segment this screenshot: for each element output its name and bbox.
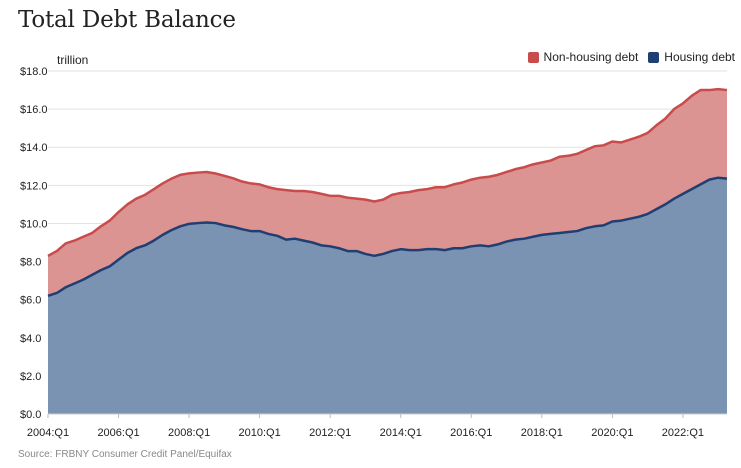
source-note: Source: FRBNY Consumer Credit Panel/Equi… (18, 449, 232, 460)
housing-debt-area (48, 177, 727, 414)
x-tick-label: 2014:Q1 (380, 427, 422, 439)
y-tick-label: $4.0 (20, 333, 41, 345)
y-tick-label: $2.0 (20, 371, 41, 383)
x-tick-label: 2020:Q1 (591, 427, 633, 439)
x-tick-label: 2012:Q1 (309, 427, 351, 439)
legend-label-housing: Housing debt (664, 50, 735, 64)
x-tick-label: 2018:Q1 (521, 427, 563, 439)
area-series (48, 89, 727, 414)
chart-title: Total Debt Balance (18, 7, 236, 33)
non-housing-debt-area (48, 89, 727, 296)
y-tick-label: $0.0 (20, 409, 41, 421)
y-tick-label: $16.0 (20, 104, 48, 116)
y-tick-label: $18.0 (20, 66, 48, 78)
chart-legend: Non-housing debt Housing debt (527, 50, 735, 64)
y-axis-unit: trillion (57, 53, 89, 67)
housing-debt-line (47, 176, 728, 298)
y-tick-label: $6.0 (20, 295, 41, 307)
y-tick-label: $10.0 (20, 218, 48, 230)
y-tick-label: $14.0 (20, 142, 48, 154)
x-tick-label: 2022:Q1 (662, 427, 704, 439)
legend-label-non-housing: Non-housing debt (543, 50, 639, 64)
legend-swatch-non-housing (527, 51, 539, 63)
x-tick-label: 2016:Q1 (450, 427, 492, 439)
y-tick-label: $8.0 (20, 257, 41, 269)
x-tick-label: 2006:Q1 (97, 427, 139, 439)
series-lines (47, 87, 728, 298)
y-tick-label: $12.0 (20, 180, 48, 192)
x-axis: 2004:Q1 2006:Q1 2008:Q1 2010:Q1 2012:Q1 2014:… (27, 413, 727, 439)
x-tick-label: 2008:Q1 (168, 427, 210, 439)
x-tick-label: 2010:Q1 (239, 427, 281, 439)
non-housing-debt-line (47, 87, 728, 257)
x-tick-label: 2004:Q1 (27, 427, 69, 439)
legend-item-housing[interactable]: Housing debt (648, 50, 735, 64)
legend-swatch-housing (648, 51, 660, 63)
legend-item-non-housing[interactable]: Non-housing debt (527, 50, 639, 64)
y-axis: $0.0 $2.0 $4.0 $6.0 $8.0 $10.0 $12.0 $14.0 $16.0… (20, 66, 48, 421)
